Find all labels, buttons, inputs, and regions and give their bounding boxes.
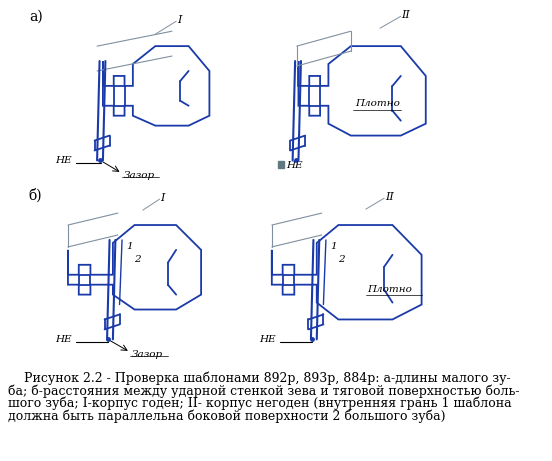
Text: 1: 1 xyxy=(330,242,337,251)
Text: б): б) xyxy=(29,188,43,202)
Text: Рисунок 2.2 - Проверка шаблонами 892р, 893р, 884р: а-длины малого зу-: Рисунок 2.2 - Проверка шаблонами 892р, 8… xyxy=(8,371,511,384)
Text: Зазор: Зазор xyxy=(132,350,163,359)
Text: а): а) xyxy=(29,9,43,24)
Text: I: I xyxy=(177,15,182,25)
Text: должна быть параллельна боковой поверхности 2 большого зуба): должна быть параллельна боковой поверхно… xyxy=(8,410,445,423)
Text: НЕ: НЕ xyxy=(56,335,72,344)
Text: 2: 2 xyxy=(135,255,141,264)
Text: II: II xyxy=(402,10,410,20)
Text: НЕ: НЕ xyxy=(259,335,276,344)
Bar xyxy=(278,161,284,168)
Text: II: II xyxy=(385,192,394,202)
Text: Зазор: Зазор xyxy=(124,171,155,180)
Text: НЕ: НЕ xyxy=(286,161,302,170)
Text: 1: 1 xyxy=(126,242,133,251)
Text: НЕ: НЕ xyxy=(56,156,72,165)
Text: шого зуба; I-корпус годен; II- корпус негоден (внутренняя грань 1 шаблона: шого зуба; I-корпус годен; II- корпус не… xyxy=(8,397,512,410)
Text: Плотно: Плотно xyxy=(368,285,412,294)
Text: Плотно: Плотно xyxy=(355,99,400,108)
Text: 2: 2 xyxy=(338,255,345,264)
Text: I: I xyxy=(160,193,164,203)
Text: ба; б-расстояния между ударной стенкой зева и тяговой поверхностью боль-: ба; б-расстояния между ударной стенкой з… xyxy=(8,384,519,397)
